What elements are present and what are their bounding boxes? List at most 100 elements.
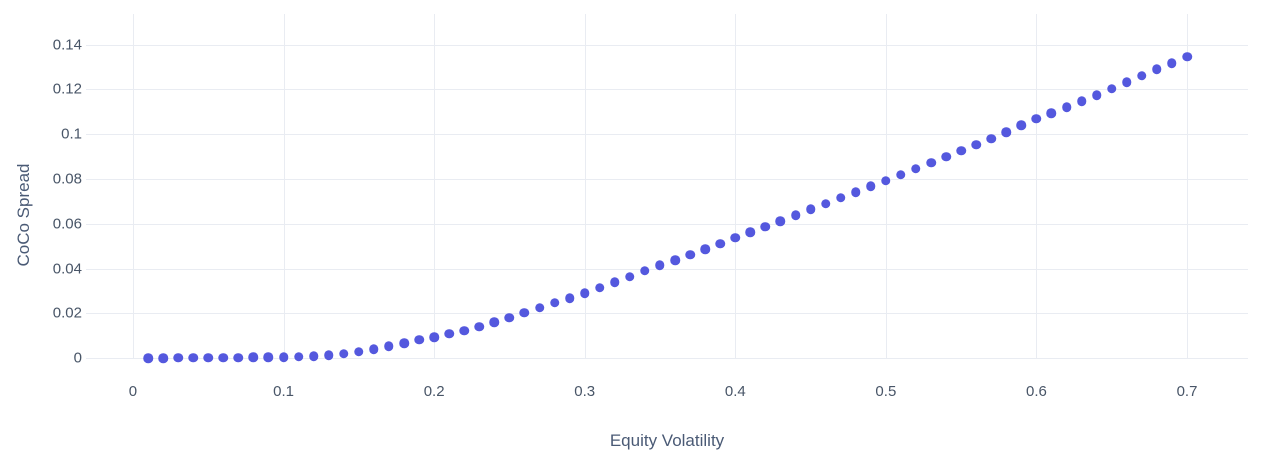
data-point — [670, 255, 680, 265]
data-point — [504, 312, 515, 323]
data-point — [173, 353, 183, 363]
data-point — [820, 198, 831, 209]
y-gridline — [86, 358, 1248, 360]
x-tick-label: 0.5 — [875, 383, 897, 400]
data-point — [1122, 77, 1132, 88]
x-tick-label: 0.2 — [423, 383, 445, 400]
data-point — [715, 238, 725, 249]
data-point — [971, 139, 981, 150]
data-point — [1061, 102, 1072, 113]
data-point — [1167, 58, 1177, 68]
data-point — [760, 222, 771, 232]
x-gridline — [885, 14, 887, 359]
data-point — [429, 332, 439, 342]
data-point — [745, 227, 756, 238]
data-point — [1182, 51, 1192, 62]
data-point — [188, 353, 198, 363]
data-point — [579, 288, 590, 298]
plot-area — [86, 14, 1248, 365]
data-point — [850, 187, 861, 197]
x-gridline — [584, 14, 586, 359]
data-point — [323, 350, 334, 361]
x-gridline — [132, 14, 134, 359]
x-tick-label: 0 — [128, 383, 138, 400]
data-point — [1046, 108, 1057, 118]
data-point — [263, 352, 274, 363]
x-gridline — [1036, 14, 1038, 359]
data-point — [414, 335, 424, 345]
data-point — [489, 317, 500, 327]
data-point — [293, 352, 304, 362]
y-gridline — [86, 44, 1248, 46]
data-point — [685, 250, 695, 260]
y-gridline — [86, 313, 1248, 315]
y-tick-label: 0.12 — [52, 80, 82, 98]
data-point — [1001, 127, 1012, 137]
data-point — [549, 298, 560, 308]
data-point — [775, 216, 786, 226]
x-gridline — [283, 14, 285, 359]
data-point — [278, 352, 289, 362]
x-axis-title: Equity Volatility — [609, 431, 725, 450]
x-tick-label: 0.3 — [574, 383, 596, 400]
data-point — [143, 353, 153, 363]
x-tick-label: 0.6 — [1026, 383, 1047, 400]
data-point — [384, 341, 394, 352]
x-gridline — [735, 14, 737, 359]
data-point — [1137, 71, 1147, 81]
y-gridline — [86, 268, 1248, 270]
x-gridline — [434, 14, 436, 359]
data-point — [956, 146, 966, 156]
data-point — [354, 347, 364, 357]
data-point — [926, 158, 936, 168]
x-tick-label: 0.1 — [273, 383, 294, 400]
data-point — [881, 175, 891, 186]
data-point — [233, 352, 244, 363]
y-gridline — [86, 89, 1248, 91]
data-point — [218, 352, 229, 363]
data-point — [640, 266, 650, 276]
data-point — [911, 163, 921, 174]
data-point — [1016, 120, 1027, 131]
data-point — [1031, 114, 1042, 124]
data-point — [534, 302, 545, 313]
y-gridline — [86, 223, 1248, 225]
y-tick-label: 0.08 — [52, 170, 82, 188]
data-point — [610, 277, 620, 287]
y-tick-label: 0.02 — [52, 304, 82, 322]
data-point — [896, 169, 906, 180]
data-point — [203, 353, 214, 363]
data-point — [790, 210, 801, 220]
data-point — [835, 193, 846, 203]
y-tick-label: 0.1 — [61, 125, 82, 143]
y-tick-label: 0.06 — [52, 215, 82, 233]
data-point — [369, 344, 379, 354]
y-tick-label: 0 — [73, 349, 82, 367]
data-point — [625, 271, 635, 282]
data-point — [519, 308, 530, 318]
data-point — [459, 326, 469, 336]
data-point — [655, 260, 665, 271]
data-point — [1076, 96, 1087, 107]
x-tick-label: 0.4 — [724, 383, 746, 400]
data-point — [730, 233, 741, 243]
data-point — [158, 353, 168, 363]
data-point — [1091, 90, 1102, 100]
data-point — [1106, 83, 1117, 94]
data-point — [986, 133, 997, 144]
data-point — [399, 338, 409, 349]
data-point — [700, 244, 710, 255]
y-gridline — [86, 178, 1248, 180]
x-gridline — [1187, 14, 1189, 359]
data-point — [595, 283, 605, 293]
data-point — [308, 351, 319, 362]
data-point — [474, 321, 485, 332]
data-point — [1152, 64, 1162, 75]
x-tick-label: 0.7 — [1176, 383, 1198, 400]
data-point — [866, 181, 876, 192]
y-tick-label: 0.04 — [52, 260, 82, 278]
data-point — [248, 352, 259, 363]
data-point — [805, 204, 816, 215]
data-point — [941, 152, 951, 162]
